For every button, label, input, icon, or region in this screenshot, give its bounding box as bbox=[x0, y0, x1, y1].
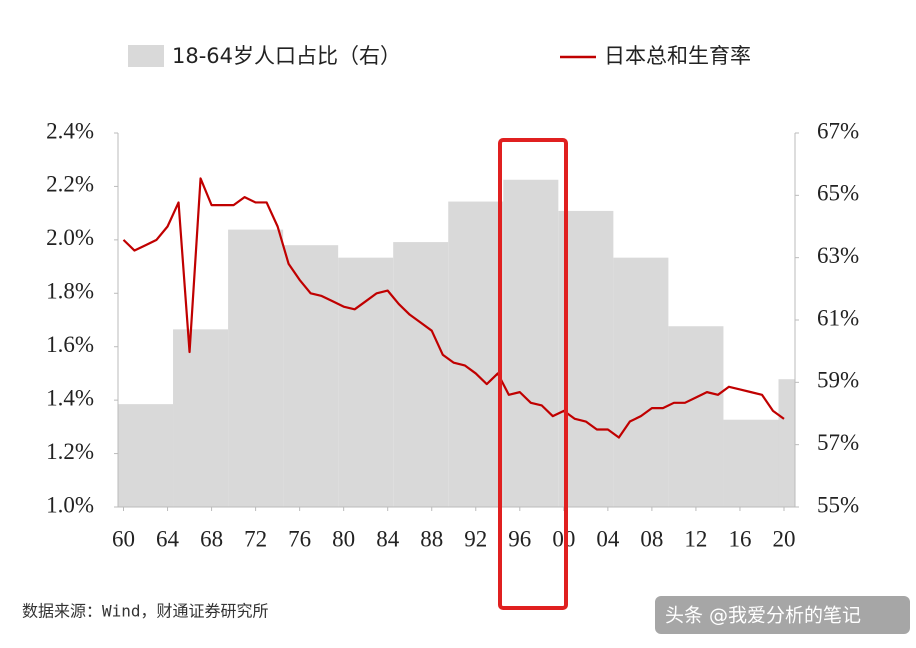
x-tick-label: 84 bbox=[376, 526, 400, 551]
bar bbox=[668, 326, 724, 507]
x-tick-label: 92 bbox=[464, 526, 487, 551]
y-tick-label: 1.4% bbox=[46, 385, 94, 410]
bar bbox=[228, 229, 284, 507]
y-tick-label: 2.2% bbox=[46, 172, 94, 197]
x-tick-label: 00 bbox=[552, 526, 575, 551]
y-tick-label: 1.0% bbox=[46, 492, 94, 517]
watermark: 头条 @我爱分析的笔记 bbox=[665, 605, 861, 627]
y-tick-label: 2.4% bbox=[46, 118, 94, 143]
x-tick-label: 76 bbox=[288, 526, 311, 551]
y2-tick-label: 59% bbox=[817, 368, 859, 393]
bar bbox=[118, 404, 174, 507]
bar bbox=[283, 245, 339, 507]
y-tick-label: 1.8% bbox=[46, 279, 94, 304]
highlight-box bbox=[498, 138, 568, 610]
x-tick-label: 20 bbox=[772, 526, 795, 551]
y-tick-label: 2.0% bbox=[46, 225, 94, 250]
legend-label: 日本总和生育率 bbox=[604, 44, 751, 68]
bar bbox=[338, 257, 394, 507]
x-tick-label: 04 bbox=[596, 526, 620, 551]
y2-tick-label: 57% bbox=[817, 430, 859, 455]
bar bbox=[778, 379, 795, 507]
watermark-bg bbox=[655, 596, 910, 634]
y2-tick-label: 63% bbox=[817, 243, 859, 268]
bar bbox=[173, 329, 229, 507]
bar bbox=[503, 179, 559, 507]
plot-area: 1.0% 1.2% 1.4% 1.6% 1.8% 2.0% 2.2% 2.4% 55% 57% 59… bbox=[46, 118, 859, 551]
x-tick-label: 72 bbox=[244, 526, 267, 551]
bar bbox=[723, 419, 779, 507]
x-tick-label: 80 bbox=[332, 526, 355, 551]
bar bbox=[393, 242, 449, 508]
x-tick-label: 88 bbox=[420, 526, 443, 551]
source-note: 数据来源：Wind，财通证券研究所 bbox=[22, 602, 269, 621]
bar bbox=[613, 257, 669, 507]
x-tick-label: 08 bbox=[640, 526, 663, 551]
x-tick-label: 96 bbox=[508, 526, 531, 551]
y-tick-label: 1.2% bbox=[46, 439, 94, 464]
x-tick-label: 60 bbox=[112, 526, 135, 551]
y-tick-label: 1.6% bbox=[46, 332, 94, 357]
y2-tick-label: 61% bbox=[817, 305, 859, 330]
x-tick-label: 64 bbox=[156, 526, 180, 551]
legend-label: 18-64岁人口占比（右） bbox=[172, 44, 401, 68]
y2-tick-label: 65% bbox=[817, 181, 859, 206]
x-tick-label: 68 bbox=[200, 526, 223, 551]
x-tick-label: 16 bbox=[728, 526, 751, 551]
x-tick-label: 12 bbox=[684, 526, 707, 551]
legend-swatch bbox=[128, 45, 164, 67]
line bbox=[122, 177, 785, 439]
y2-tick-label: 67% bbox=[817, 118, 859, 143]
y2-tick-label: 55% bbox=[817, 492, 859, 517]
bar bbox=[448, 201, 504, 508]
